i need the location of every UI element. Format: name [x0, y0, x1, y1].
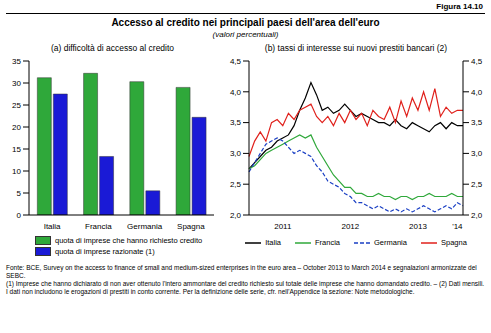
html-text:Accesso al credito nei princip: Accesso al credito nei principali paesi …	[111, 17, 380, 28]
html-text:Figura 14.10: Figura 14.10	[436, 2, 483, 11]
svg-text:20: 20	[12, 123, 21, 132]
svg-text:Italia: Italia	[44, 222, 61, 231]
svg-text:3,0: 3,0	[471, 149, 483, 158]
svg-text:2011: 2011	[274, 222, 292, 231]
html-text:quota di imprese razionate (1): quota di imprese razionate (1)	[55, 247, 155, 256]
svg-text:2,5: 2,5	[230, 180, 242, 189]
svg-text:4,5: 4,5	[230, 57, 242, 66]
html-text:(valori percentuali): (valori percentuali)	[212, 30, 279, 39]
svg-text:4,0: 4,0	[471, 88, 483, 97]
svg-text:2012: 2012	[341, 222, 359, 231]
html-text:Germania: Germania	[374, 238, 407, 247]
svg-text:Spagna: Spagna	[177, 222, 205, 231]
html-text:Spagna: Spagna	[441, 238, 467, 247]
svg-text:2,5: 2,5	[471, 180, 483, 189]
html-text:(b) tassi di interesse sui nuo: (b) tassi di interesse sui nuovi prestit…	[264, 43, 448, 53]
svg-text:5: 5	[17, 189, 22, 198]
svg-text:30: 30	[12, 79, 21, 88]
svg-text:3,5: 3,5	[230, 118, 242, 127]
svg-text:2,0: 2,0	[230, 211, 242, 220]
svg-text:2013: 2013	[409, 222, 427, 231]
svg-text:Francia: Francia	[85, 222, 112, 231]
html-text:Fonte: BCE, Survey on the acce: Fonte: BCE, Survey on the access to fina…	[6, 264, 477, 280]
svg-text:25: 25	[12, 101, 21, 110]
html-text:Italia: Italia	[265, 238, 281, 247]
html-text:(1) Imprese che hanno dichiara: (1) Imprese che hanno dichiarato di non …	[6, 280, 485, 296]
html-text:(a) difficoltà di accesso al c: (a) difficoltà di accesso al credito	[50, 43, 175, 53]
svg-text:Germania: Germania	[127, 222, 163, 231]
svg-text:3,5: 3,5	[471, 118, 483, 127]
svg-text:35: 35	[12, 57, 21, 66]
svg-text:3,0: 3,0	[230, 149, 242, 158]
svg-text:4,0: 4,0	[230, 88, 242, 97]
svg-text:15: 15	[12, 145, 21, 154]
html-text:Francia: Francia	[315, 238, 340, 247]
svg-text:'14: '14	[452, 222, 463, 231]
svg-text:0: 0	[17, 211, 22, 220]
svg-text:10: 10	[12, 167, 21, 176]
svg-text:2,0: 2,0	[471, 211, 483, 220]
html-text:quota di imprese che hanno ric: quota di imprese che hanno richiesto cre…	[55, 236, 203, 245]
svg-text:4,5: 4,5	[471, 57, 483, 66]
